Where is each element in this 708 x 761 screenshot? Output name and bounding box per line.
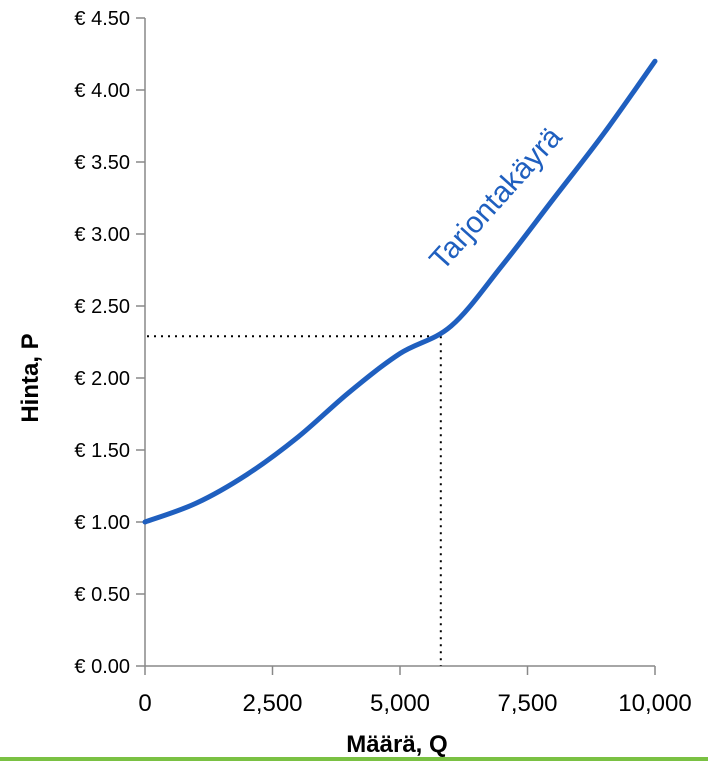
- y-axis: € 0.00 € 0.50 € 1.00 € 1.50 € 2.00 € 2.50 € 3.…: [74, 8, 146, 678]
- y-tick-label: € 3.50: [74, 152, 130, 174]
- x-axis: 0 2,500 5,000 7,500 10,000: [138, 665, 692, 717]
- y-tick-label: € 3.00: [74, 224, 130, 246]
- x-tick-label: 2,500: [242, 690, 302, 717]
- y-tick-label: € 2.00: [74, 368, 130, 390]
- y-tick-label: € 1.00: [74, 512, 130, 534]
- x-tick-label: 0: [138, 690, 151, 717]
- y-tick-label: € 1.50: [74, 440, 130, 462]
- x-axis-title: Määrä, Q: [346, 731, 447, 758]
- y-tick-label: € 2.50: [74, 296, 130, 318]
- y-tick-label: € 0.50: [74, 584, 130, 606]
- y-axis-title: Hinta, P: [17, 333, 44, 422]
- x-tick-label: 5,000: [370, 690, 430, 717]
- supply-curve-line: [142, 58, 658, 525]
- y-tick-label: € 0.00: [74, 656, 130, 678]
- supply-curve-label: Tarjontakäyrä: [423, 120, 568, 276]
- y-tick-label: € 4.00: [74, 80, 130, 102]
- x-tick-label: 7,500: [497, 690, 557, 717]
- reference-lines: [147, 335, 442, 666]
- x-tick-label: 10,000: [618, 690, 691, 717]
- y-tick-label: € 4.50: [74, 8, 130, 30]
- series: Tarjontakäyrä: [142, 58, 658, 525]
- footer-bar: [0, 757, 708, 761]
